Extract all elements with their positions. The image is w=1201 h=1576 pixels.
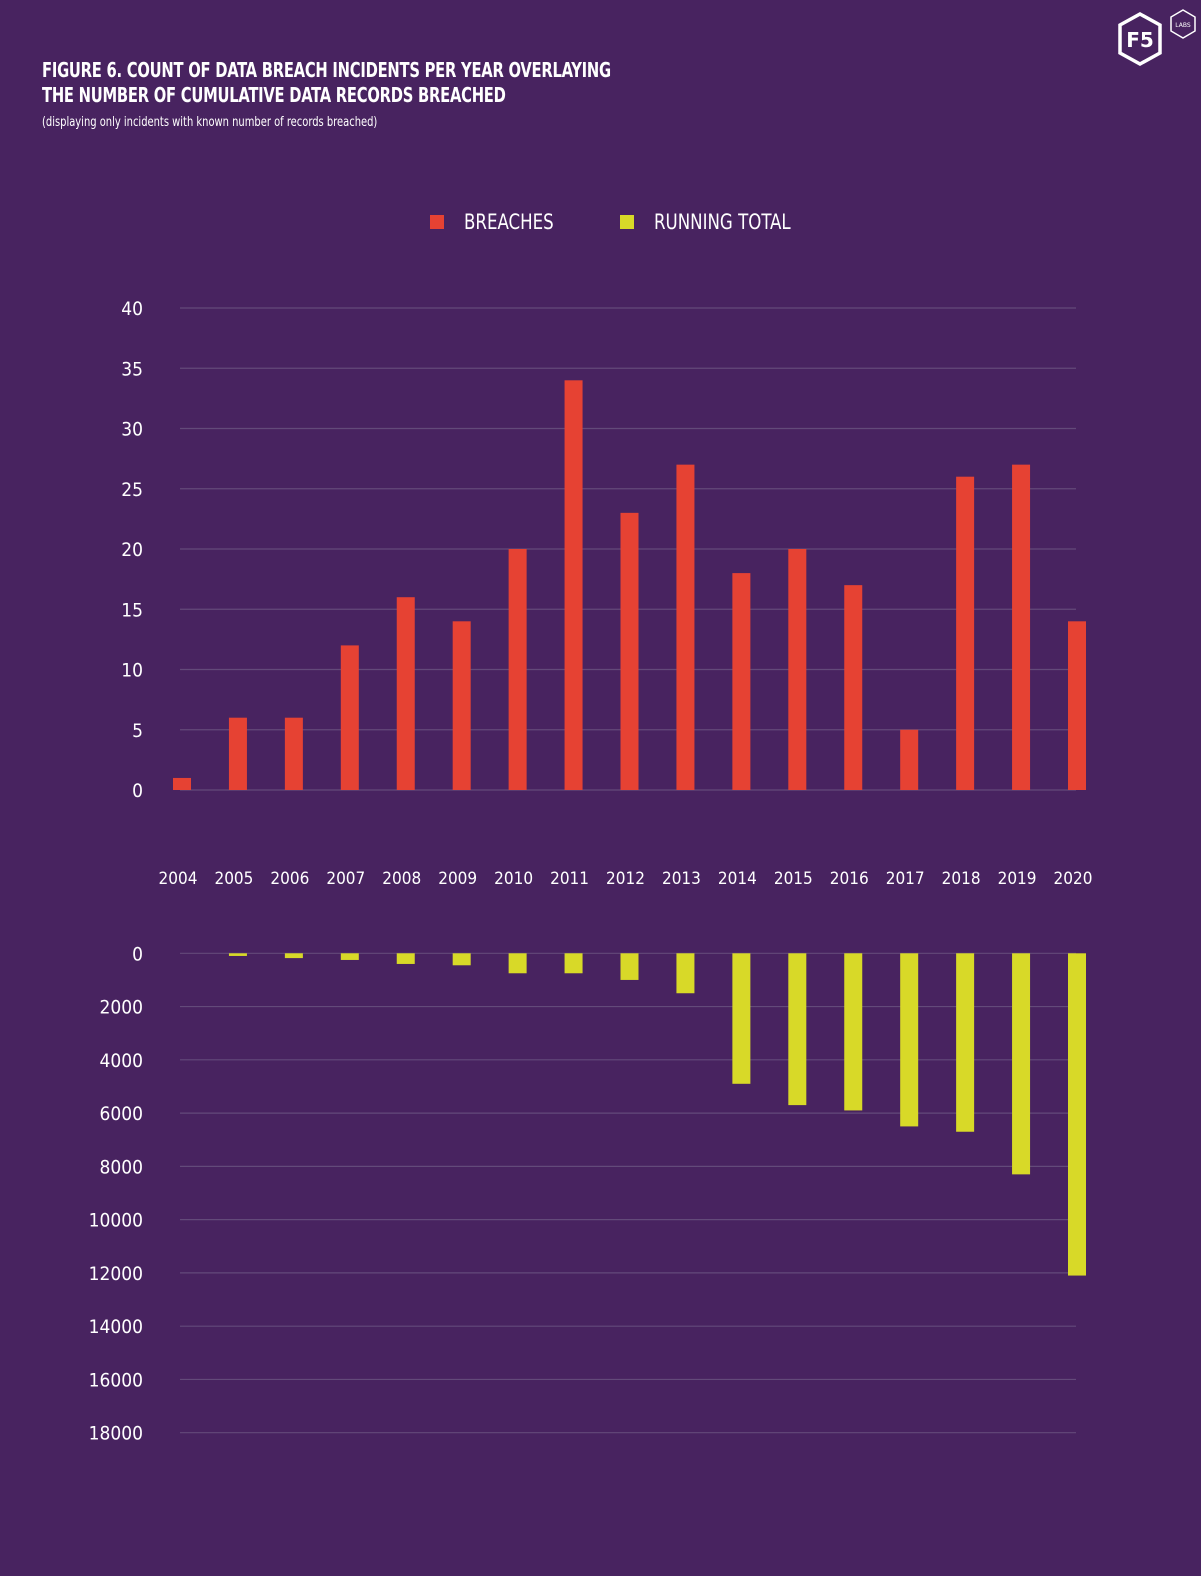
breaches-bar-2009 [452, 621, 471, 790]
figure-title: FIGURE 6. COUNT OF DATA BREACH INCIDENTS… [42, 58, 611, 108]
running-total-bar-2019 [1012, 953, 1031, 1175]
x-tick-label-2005: 2005 [214, 869, 253, 889]
legend-item-breaches: BREACHES [430, 210, 566, 234]
breaches-bar-2011 [564, 380, 583, 790]
breaches-bar-2008 [396, 597, 415, 790]
legend-label-breaches: BREACHES [464, 210, 554, 234]
running-total-bar-2018 [956, 953, 975, 1132]
running-total-bar-2015 [788, 953, 807, 1106]
running-total-bar-2012 [620, 953, 639, 980]
breaches-bar-2020 [1068, 621, 1086, 790]
running-total-bar-2020 [1068, 953, 1086, 1276]
top-y-tick-label: 25 [121, 479, 143, 501]
bottom-y-tick-label: 18000 [89, 1423, 143, 1445]
breaches-bar-2018 [956, 476, 975, 790]
logo-badge-text: LABS [1175, 22, 1191, 29]
running-total-bar-2016 [844, 953, 863, 1111]
running-total-bar-2017 [900, 953, 919, 1127]
x-tick-label-2009: 2009 [438, 869, 477, 889]
running-total-bar-2009 [452, 953, 471, 966]
figure-title-line2: THE NUMBER OF CUMULATIVE DATA RECORDS BR… [42, 83, 506, 107]
top-y-tick-label: 5 [132, 720, 143, 742]
legend-item-running-total: RUNNING TOTAL [620, 210, 809, 234]
x-tick-label-2016: 2016 [830, 869, 869, 889]
x-tick-label-2004: 2004 [159, 869, 198, 889]
top-y-tick-label: 30 [121, 419, 143, 441]
x-tick-label-2019: 2019 [998, 869, 1037, 889]
logo-hexagon-icon [1118, 12, 1162, 66]
logo-main-text: F5 [1126, 28, 1154, 52]
f5-labs-logo: F5 LABS [1118, 9, 1196, 66]
running-total-bar-2013 [676, 953, 695, 994]
top-y-tick-label: 40 [121, 298, 143, 320]
chart-legend: BREACHES RUNNING TOTAL [0, 210, 1201, 240]
x-tick-label-2015: 2015 [774, 869, 813, 889]
logo-badge-hexagon-icon [1170, 9, 1196, 39]
top-y-tick-label: 20 [121, 539, 143, 561]
breaches-bar-2014 [732, 573, 751, 790]
top-y-tick-label: 15 [121, 599, 143, 621]
bottom-y-tick-label: 14000 [89, 1316, 143, 1338]
top-y-tick-label: 0 [132, 780, 143, 802]
running-total-bar-2011 [564, 953, 583, 974]
bottom-y-tick-label: 0 [132, 943, 143, 965]
breaches-bar-2005 [228, 717, 247, 790]
bottom-y-tick-label: 6000 [100, 1103, 144, 1125]
figure-subtitle: (displaying only incidents with known nu… [42, 115, 378, 130]
x-tick-label-2012: 2012 [606, 869, 645, 889]
bottom-y-tick-label: 12000 [89, 1263, 143, 1285]
breaches-bar-2012 [620, 512, 639, 790]
breaches-bar-2006 [284, 717, 303, 790]
legend-label-running-total: RUNNING TOTAL [654, 210, 791, 234]
breaches-bar-2016 [844, 585, 863, 790]
running-total-bar-2010 [508, 953, 527, 974]
breaches-bar-2017 [900, 729, 919, 790]
bottom-y-tick-label: 4000 [100, 1050, 144, 1072]
x-tick-label-2007: 2007 [326, 869, 365, 889]
bottom-y-tick-label: 10000 [89, 1210, 143, 1232]
top-y-tick-label: 10 [121, 660, 143, 682]
x-tick-label-2018: 2018 [942, 869, 981, 889]
legend-swatch-running-total [620, 215, 634, 229]
x-tick-label-2017: 2017 [886, 869, 925, 889]
running-total-bar-2008 [396, 953, 415, 964]
x-tick-label-2008: 2008 [382, 869, 421, 889]
breaches-bar-2007 [340, 645, 359, 790]
x-tick-label-2014: 2014 [718, 869, 757, 889]
breaches-bar-2004 [173, 777, 191, 790]
bottom-y-tick-label: 8000 [100, 1156, 144, 1178]
x-tick-label-2006: 2006 [270, 869, 309, 889]
bottom-y-tick-label: 2000 [100, 997, 144, 1019]
x-tick-label-2010: 2010 [494, 869, 533, 889]
x-tick-label-2011: 2011 [550, 869, 589, 889]
running-total-bar-2007 [340, 953, 359, 960]
breaches-bar-2010 [508, 549, 527, 790]
breaches-bar-2013 [676, 464, 695, 790]
bottom-y-tick-label: 16000 [89, 1369, 143, 1391]
breaches-bar-2015 [788, 549, 807, 790]
breaches-bar-2019 [1012, 464, 1031, 790]
legend-swatch-breaches [430, 215, 444, 229]
top-y-tick-label: 35 [121, 358, 143, 380]
running-total-bar-2006 [284, 953, 303, 959]
running-total-bar-2005 [228, 953, 247, 956]
running-total-bar-2014 [732, 953, 751, 1084]
figure-title-line1: FIGURE 6. COUNT OF DATA BREACH INCIDENTS… [42, 58, 611, 82]
x-tick-label-2013: 2013 [662, 869, 701, 889]
x-tick-label-2020: 2020 [1054, 869, 1093, 889]
